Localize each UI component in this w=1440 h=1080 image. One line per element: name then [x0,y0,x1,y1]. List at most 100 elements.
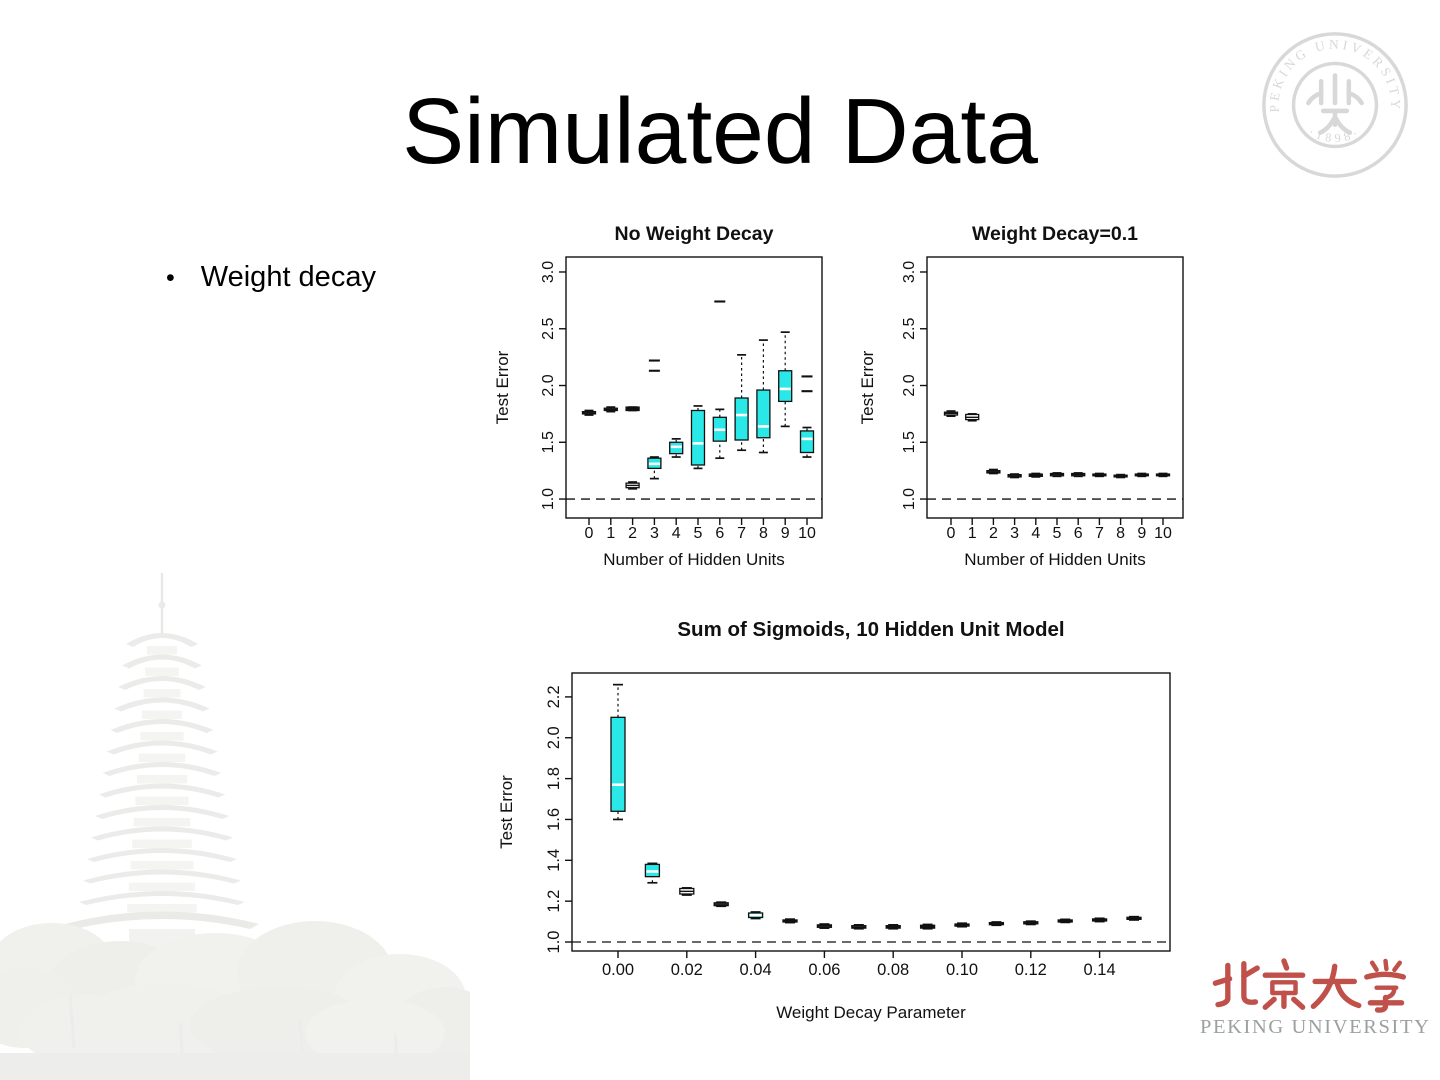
ground-strip [0,1053,470,1080]
boxplot-group [816,923,833,929]
y-tick-label: 1.6 [545,808,563,831]
x-tick-label: 1 [606,525,615,542]
boxplot-group [1028,472,1043,478]
boxplot-group [712,300,727,460]
y-tick-label: 2.0 [540,374,557,396]
x-tick-label: 0.00 [602,961,634,979]
box [1028,473,1043,477]
pagoda-roof-tier [79,891,245,905]
pagoda-base-roof [65,911,259,929]
boxplot-group [647,359,662,480]
tree-canopy [237,921,393,1025]
x-tick-label: 1 [968,525,977,542]
pagoda-roof-tier [114,697,210,712]
y-tick-label: 1.0 [540,488,557,510]
boxplot-group [885,924,901,930]
chart-no-weight-decay: No Weight Decay Number of Hidden Units Tes… [495,223,823,569]
tree-canopy [190,987,370,1063]
boxplot-group [954,922,970,928]
x-tick-label: 0.12 [1015,961,1047,979]
boxplot-group [986,468,1001,475]
bullet-item: • Weight decay [166,260,376,296]
boxplot-group [581,409,597,416]
boxplot-group [1126,915,1142,921]
x-tick-label: 2 [989,525,998,542]
pagoda-roof-tier [83,869,241,884]
boxplot-group [782,918,798,924]
y-tick-label: 2.2 [545,685,563,708]
boxplot-group [1155,472,1171,478]
boxplot-group [1092,472,1107,478]
x-tick-label: 0.04 [740,961,772,979]
x-tick-label: 9 [781,525,790,542]
pagoda-roof-tier [118,676,206,690]
y-tick-label: 1.0 [901,488,918,510]
boxplot-group [919,923,936,930]
chart-title: Weight Decay=0.1 [972,223,1138,245]
y-axis-label: Test Error [495,350,512,424]
boxplot-group [669,438,684,458]
box [610,716,626,812]
page-title: Simulated Data [402,79,1038,183]
pagoda-roof-tier [90,826,234,841]
pagoda-roof-tier [98,783,226,798]
x-tick-label: 10 [1154,525,1172,542]
boxplot-group [713,901,729,908]
boxplot-group [1057,918,1073,924]
box [885,925,901,929]
y-tick-label: 1.0 [545,931,563,954]
boxplot-group [1071,472,1086,478]
boxplot-group [799,375,815,458]
peking-university-wordmark: PEKING UNIVERSITY [1200,955,1429,1039]
seal-emblem-icon [1306,73,1364,135]
x-tick-label: 0 [947,525,956,542]
boxplot-group [851,924,867,930]
tree-canopy [20,995,160,1067]
x-tick-label: 0.10 [946,961,978,979]
bullet-icon: • [166,264,175,292]
x-tick-label: 4 [1031,525,1040,542]
box [799,430,815,454]
boxplot-group [965,413,980,422]
seal-outer-ring [1262,32,1408,178]
x-tick-label: 0.08 [877,961,909,979]
x-tick-label: 3 [1010,525,1019,542]
y-tick-label: 1.2 [545,890,563,913]
x-tick-label: 0.06 [808,961,840,979]
y-tick-label: 1.4 [545,849,563,872]
seal-inner-ring [1291,61,1379,149]
x-tick-label: 2 [628,525,637,542]
boxplot-group [988,921,1005,927]
tree-canopy [395,987,470,1059]
y-tick-label: 2.0 [545,726,563,749]
y-tick-label: 3.0 [901,261,918,283]
pagoda-roof-tier [102,762,222,776]
x-tick-label: 9 [1137,525,1146,542]
y-tick-label: 2.0 [901,374,918,396]
boxplot-group [778,331,793,428]
x-tick-label: 7 [737,525,746,542]
y-tick-label: 3.0 [540,261,557,283]
chart-title: No Weight Decay [615,223,774,245]
bullet-label: Weight decay [200,261,376,293]
tree-canopy [334,954,466,1042]
box [625,406,640,412]
pagoda-body [129,929,195,999]
x-tick-label: 0 [585,525,594,542]
box [734,397,749,441]
x-axis-label: Weight Decay Parameter [776,1003,966,1022]
tree-canopy [135,933,295,1029]
y-axis-label: Test Error [860,350,877,424]
boxplot-group [679,887,695,896]
x-tick-label: 0.02 [671,961,703,979]
x-tick-label: 8 [1116,525,1125,542]
box [778,370,793,403]
y-axis-label: Test Error [497,775,516,849]
y-tick-label: 2.5 [540,318,557,340]
x-tick-label: 8 [759,525,768,542]
x-tick-label: 10 [798,525,816,542]
x-tick-label: 3 [650,525,659,542]
y-tick-label: 1.5 [540,431,557,453]
boxplot-group [756,339,771,454]
